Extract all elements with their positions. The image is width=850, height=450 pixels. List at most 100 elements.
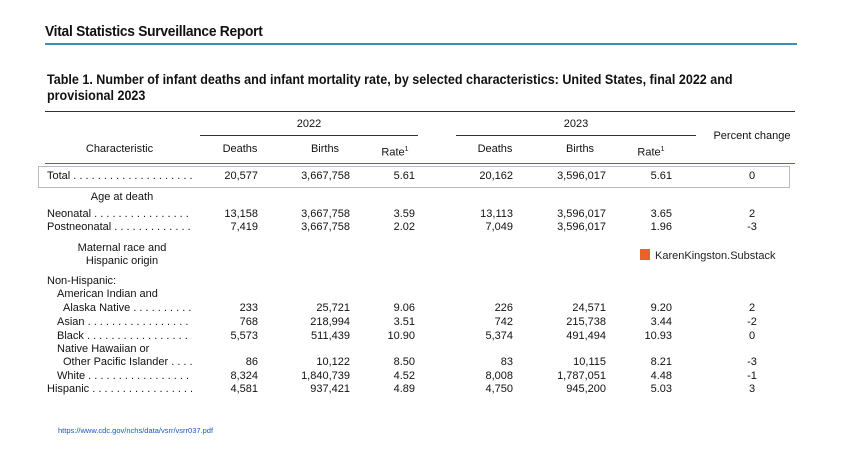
data-cell: 3,667,758 (301, 208, 350, 220)
row-label: Non-Hispanic: (47, 275, 117, 287)
data-cell: 3 (748, 383, 756, 395)
row-label: Native Hawaiian or (57, 343, 150, 355)
column-header: Deaths (222, 143, 258, 155)
watermark-text: KarenKingston.Substack (655, 250, 776, 262)
data-cell: 218,994 (310, 316, 350, 328)
data-cell: 1,840,739 (301, 370, 350, 382)
data-cell: 4,581 (230, 383, 258, 395)
data-cell: 4.48 (650, 370, 672, 382)
row-label: Asian (47, 316, 192, 329)
data-cell: 2 (748, 208, 756, 220)
data-cell: 7,049 (485, 221, 513, 233)
data-cell: 3,667,758 (301, 221, 350, 233)
section-label: Maternal race and Hispanic origin (77, 242, 167, 267)
data-cell: 937,421 (310, 383, 350, 395)
table-title: Table 1. Number of infant deaths and inf… (47, 72, 733, 103)
data-cell: 742 (494, 316, 513, 328)
data-cell: 10,115 (573, 356, 606, 368)
data-cell: 233 (239, 302, 258, 314)
data-cell: -3 (747, 356, 757, 368)
data-cell: 5.03 (650, 383, 672, 395)
report-header: Vital Statistics Surveillance Report (45, 23, 263, 40)
column-header: Births (310, 143, 340, 155)
group-rule (456, 135, 696, 136)
data-cell: 4.89 (393, 383, 415, 395)
data-cell: 8,324 (230, 370, 258, 382)
data-cell: 3,596,017 (557, 170, 606, 182)
data-cell: 10,122 (316, 356, 350, 368)
data-cell: 3.59 (393, 208, 415, 220)
column-header: Rate1 (381, 146, 409, 159)
row-label: White (47, 370, 192, 383)
data-cell: 86 (245, 356, 258, 368)
header-rule (45, 163, 795, 164)
data-cell: -2 (747, 316, 757, 328)
data-cell: 3,596,017 (557, 221, 606, 233)
data-cell: 5.61 (393, 170, 415, 182)
data-cell: 13,113 (480, 208, 513, 220)
data-cell: 1.96 (650, 221, 672, 233)
data-cell: 2.02 (393, 221, 415, 233)
data-cell: 768 (239, 316, 258, 328)
data-cell: 5.61 (650, 170, 672, 182)
row-label: Neonatal (47, 208, 192, 221)
header-rule (45, 43, 797, 45)
data-cell: 945,200 (566, 383, 606, 395)
column-header: Characteristic (85, 143, 154, 155)
data-cell: 0 (748, 170, 756, 182)
data-cell: -3 (747, 221, 757, 233)
data-cell: 215,738 (566, 316, 606, 328)
section-label: Age at death (90, 191, 154, 203)
data-cell: 0 (748, 330, 756, 342)
data-cell: 511,439 (311, 330, 350, 342)
data-cell: 8,008 (485, 370, 513, 382)
group-header: 2023 (563, 118, 589, 130)
data-cell: 13,158 (224, 208, 258, 220)
row-label: Postneonatal (47, 221, 192, 234)
selection-box (38, 166, 790, 188)
footnote-marker: 1 (404, 146, 409, 153)
data-cell: 226 (494, 302, 513, 314)
column-header: Births (565, 143, 595, 155)
data-cell: 7,419 (230, 221, 258, 233)
data-cell: 1,787,051 (557, 370, 606, 382)
row-label: Alaska Native (47, 302, 192, 315)
data-cell: 24,571 (572, 302, 606, 314)
column-header: Percent change (713, 130, 791, 142)
group-rule (200, 135, 418, 136)
data-cell: 9.20 (650, 302, 672, 314)
data-cell: 4.52 (393, 370, 415, 382)
data-cell: 3,596,017 (557, 208, 606, 220)
data-cell: 491,494 (566, 330, 606, 342)
data-cell: 8.50 (393, 356, 415, 368)
data-cell: 5,374 (485, 330, 513, 342)
data-cell: 8.21 (650, 356, 672, 368)
data-cell: 25,721 (316, 302, 350, 314)
row-label: Hispanic (47, 383, 192, 396)
data-cell: 2 (748, 302, 756, 314)
watermark: KarenKingston.Substack (640, 249, 775, 262)
data-cell: 5,573 (230, 330, 258, 342)
data-cell: 10.93 (644, 330, 672, 342)
data-cell: 3.65 (650, 208, 672, 220)
footnote-marker: 1 (660, 146, 665, 153)
row-label: Black (47, 330, 192, 343)
data-cell: 20,577 (224, 170, 258, 182)
group-header: 2022 (296, 118, 322, 130)
data-cell: 3,667,758 (301, 170, 350, 182)
data-cell: -1 (747, 370, 757, 382)
data-cell: 83 (500, 356, 513, 368)
row-label: American Indian and (57, 288, 158, 300)
column-header: Deaths (477, 143, 513, 155)
row-label: Other Pacific Islander (47, 356, 192, 369)
data-cell: 3.44 (650, 316, 672, 328)
data-cell: 20,162 (479, 170, 513, 182)
column-header: Rate1 (637, 146, 665, 159)
watermark-icon (640, 249, 650, 260)
row-label: Total (47, 170, 192, 183)
source-link[interactable]: https://www.cdc.gov/nchs/data/vsrr/vsrr0… (58, 426, 214, 435)
data-cell: 3.51 (393, 316, 415, 328)
table-top-rule (45, 111, 795, 112)
data-cell: 10.90 (387, 330, 415, 342)
